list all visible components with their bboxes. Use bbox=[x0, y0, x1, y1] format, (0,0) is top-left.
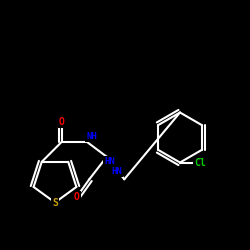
Text: O: O bbox=[74, 192, 80, 202]
Text: HN: HN bbox=[112, 167, 122, 176]
Text: NH: NH bbox=[86, 132, 97, 141]
Text: Cl: Cl bbox=[194, 158, 206, 168]
Text: HN: HN bbox=[104, 157, 115, 166]
Text: S: S bbox=[52, 198, 58, 207]
Text: O: O bbox=[59, 117, 65, 127]
